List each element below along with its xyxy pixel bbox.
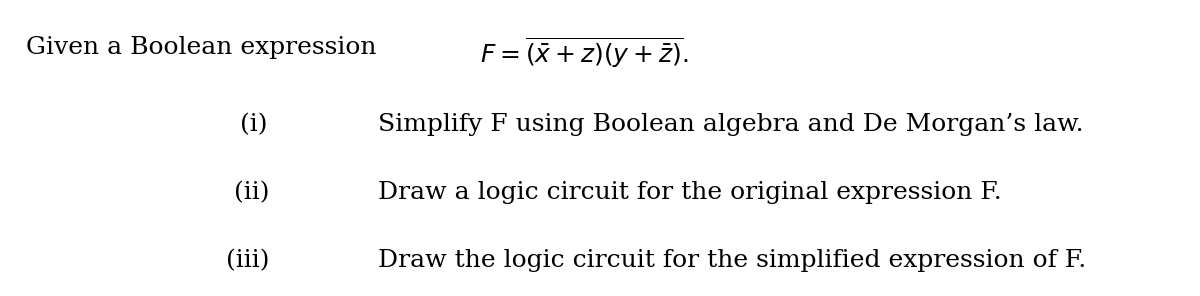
Text: Simplify F using Boolean algebra and De Morgan’s law.: Simplify F using Boolean algebra and De … xyxy=(378,113,1084,136)
Text: Draw a logic circuit for the original expression F.: Draw a logic circuit for the original ex… xyxy=(378,181,1002,204)
Text: (iii): (iii) xyxy=(226,249,269,272)
Text: Draw the logic circuit for the simplified expression of F.: Draw the logic circuit for the simplifie… xyxy=(378,249,1086,272)
Text: (i): (i) xyxy=(240,113,268,136)
Text: Given a Boolean expression: Given a Boolean expression xyxy=(26,36,392,59)
Text: $F = \overline{(\bar{x}+z)(y+\bar{z})}.$: $F = \overline{(\bar{x}+z)(y+\bar{z})}.$ xyxy=(480,36,689,70)
Text: (ii): (ii) xyxy=(234,181,270,204)
